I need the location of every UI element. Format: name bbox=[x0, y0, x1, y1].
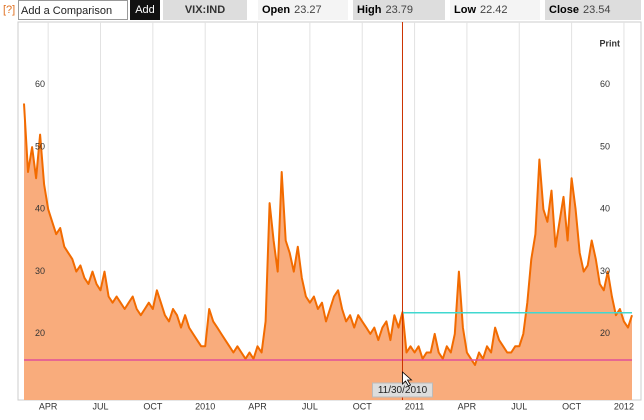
y-tick-label-right: 50 bbox=[600, 141, 610, 151]
x-tick-label: OCT bbox=[353, 401, 373, 411]
quote-value: 23.27 bbox=[294, 4, 322, 16]
x-tick-label: APR bbox=[248, 401, 267, 411]
help[interactable]: [?] bbox=[3, 4, 16, 16]
crosshair-label: 11/30/2010 bbox=[378, 385, 428, 396]
add-button[interactable]: Add bbox=[130, 0, 160, 20]
quote-value: 23.54 bbox=[582, 4, 611, 16]
y-tick-label: 20 bbox=[35, 328, 45, 338]
y-tick-label: 40 bbox=[35, 204, 45, 214]
y-tick-label-right: 20 bbox=[600, 328, 610, 338]
area bbox=[24, 103, 632, 400]
x-tick-label: JUL bbox=[511, 401, 527, 411]
comparison-input[interactable]: Add a Comparison bbox=[18, 0, 128, 20]
x-tick-label: JUL bbox=[92, 401, 108, 411]
quote-label: Low bbox=[454, 4, 476, 16]
quote-value: 22.42 bbox=[480, 4, 508, 16]
y-tick-label: 30 bbox=[35, 266, 45, 276]
symbol: VIX:IND bbox=[163, 0, 247, 20]
x-tick-label: 2011 bbox=[405, 401, 424, 411]
quote-label: Open bbox=[262, 4, 291, 16]
y-tick-label: 50 bbox=[35, 141, 45, 151]
y-tick-label-right: 30 bbox=[600, 266, 610, 276]
y-tick-label-right: 60 bbox=[600, 79, 610, 89]
quote: Close 23.54 bbox=[545, 0, 641, 20]
quote: Low 22.42 bbox=[450, 0, 540, 20]
cursor bbox=[402, 371, 413, 387]
x-tick-label: OCT bbox=[562, 401, 582, 411]
quote: Open 23.27 bbox=[258, 0, 348, 20]
y-tick-label-right: 40 bbox=[600, 204, 610, 214]
line bbox=[23, 103, 633, 366]
print-link[interactable]: Print bbox=[599, 38, 620, 48]
x-tick-label: OCT bbox=[143, 401, 163, 411]
x-tick-label: JUL bbox=[302, 401, 318, 411]
quote-value: 23.79 bbox=[385, 4, 413, 16]
y-tick-label: 60 bbox=[35, 79, 45, 89]
quote-label: Close bbox=[549, 4, 579, 16]
quote-label: High bbox=[357, 4, 382, 16]
x-tick-label: APR bbox=[39, 401, 58, 411]
quote: High 23.79 bbox=[353, 0, 445, 20]
x-tick-label: APR bbox=[458, 401, 477, 411]
x-tick-label: 2010 bbox=[195, 401, 215, 411]
x-tick-label: 2012 bbox=[614, 401, 634, 411]
